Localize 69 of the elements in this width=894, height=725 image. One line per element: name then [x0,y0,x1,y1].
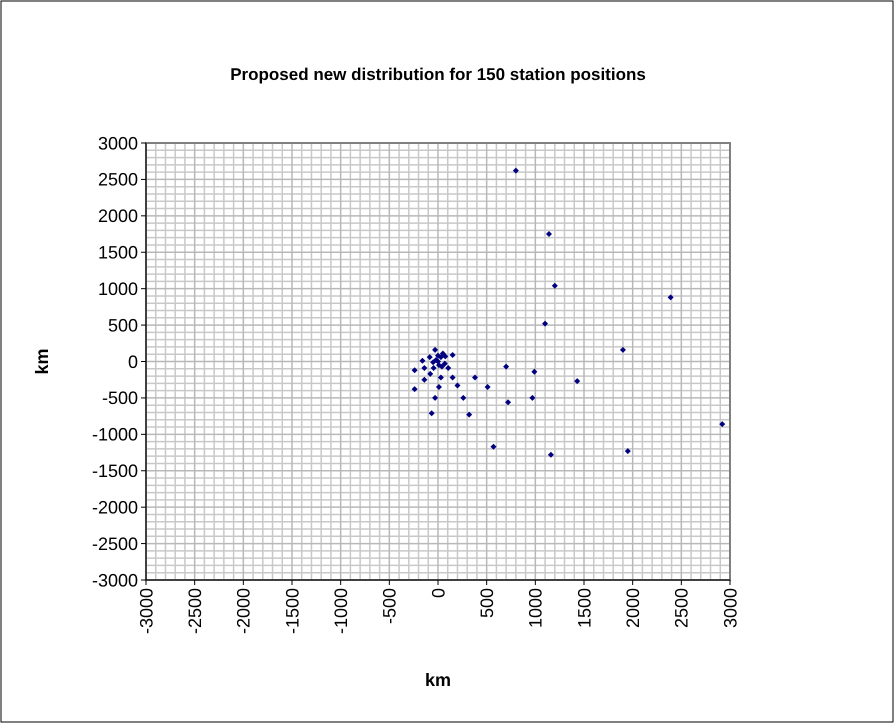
y-tick-label: -1500 [92,461,138,482]
point [430,359,436,366]
point [719,421,726,428]
point [620,346,626,353]
point [445,365,452,372]
point [574,378,580,384]
y-tick-label: -3000 [92,570,138,590]
x-tick-label: 3000 [720,588,740,628]
x-tick-label: 2000 [622,588,643,628]
point [505,399,512,406]
x-tick-label: -2000 [234,588,254,634]
point [442,360,448,367]
point [440,350,446,356]
y-tick-label: 3000 [98,133,138,154]
point [668,294,674,300]
point [529,394,536,401]
y-tick-label: 0 [128,352,138,372]
point [430,365,437,372]
point [512,168,519,174]
y-tick-label: -2000 [92,497,138,518]
x-tick-label: 500 [476,588,497,618]
point [419,358,426,364]
point [421,365,428,372]
y-tick-label: 2500 [98,170,138,190]
point [412,367,418,374]
point [432,346,438,353]
x-tick-label: 1000 [526,588,546,628]
point [454,382,460,389]
point [450,352,456,358]
x-tick-label: -1000 [330,588,351,634]
y-axis-title: km [32,348,52,375]
point [542,320,548,327]
point [435,352,441,359]
point [490,444,496,450]
y-tick-label: -500 [102,388,138,408]
x-tick-label: -2500 [184,588,205,634]
point [421,376,428,383]
point [412,386,418,392]
point [460,394,466,401]
chart-title: Proposed new distribution for 150 station positions [230,65,646,84]
y-tick-label: 500 [108,315,138,336]
x-tick-label: 0 [428,588,448,598]
y-tick-label: 1500 [98,242,138,263]
y-tick-label: 2000 [98,206,138,226]
y-tick-label: -1000 [92,424,138,445]
x-tick-label: -500 [380,588,400,624]
x-tick-label: -1500 [282,588,302,634]
point [427,370,434,377]
point [624,448,631,454]
point [432,394,438,401]
point [438,374,444,381]
y-tick-label: -2500 [92,534,138,554]
point [450,374,456,381]
point [466,412,472,418]
point [428,410,435,416]
point [426,354,433,360]
x-axis-title: km [424,670,452,690]
point [552,282,558,289]
y-tick-label: 1000 [98,278,138,299]
point [472,374,478,381]
x-tick-label: 2500 [672,588,692,628]
x-tick-label: 1500 [574,588,594,628]
point [484,384,491,390]
point [531,368,538,375]
point [442,353,448,360]
point [503,364,510,370]
point [548,452,554,458]
point [436,384,442,390]
point [546,231,552,238]
